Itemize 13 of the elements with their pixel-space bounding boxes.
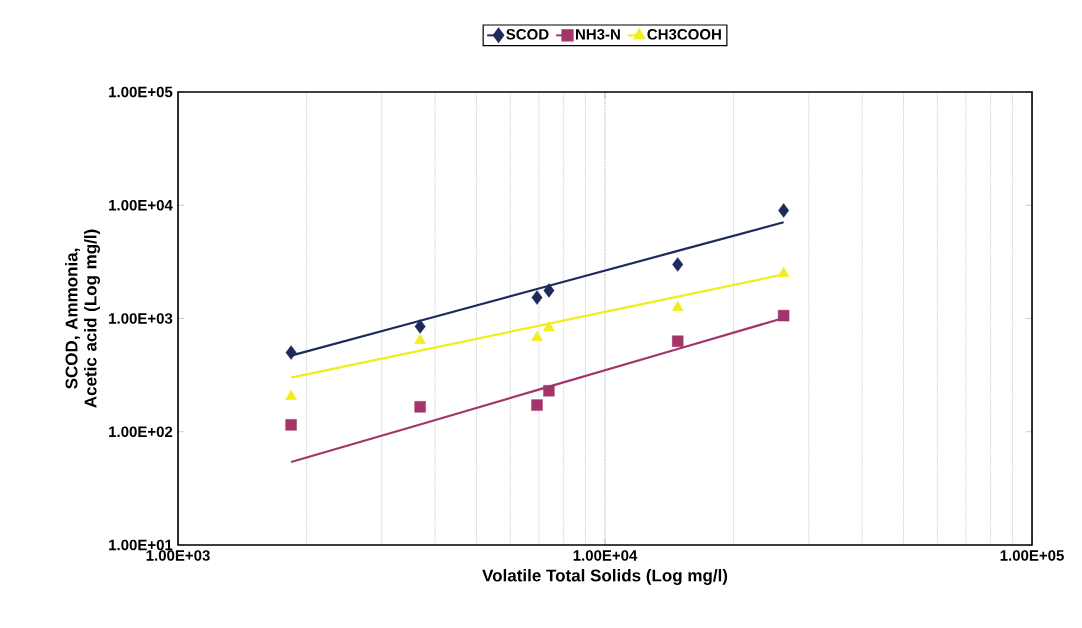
y-axis-title: SCOD, Ammonia, Acetic acid (Log mg/l) xyxy=(65,229,100,408)
x-tick-label: 1.00E+03 xyxy=(146,550,210,561)
x-tick-label: 1.00E+05 xyxy=(1000,550,1064,561)
x-axis-title: Volatile Total Solids (Log mg/l) xyxy=(482,569,728,585)
y-tick-label: 1.00E+04 xyxy=(109,199,173,211)
legend-label: CH3COOH xyxy=(647,29,721,40)
y-tick-label: 1.00E+01 xyxy=(109,539,173,551)
legend-label: SCOD xyxy=(506,29,549,40)
x-tick-label: 1.00E+04 xyxy=(573,550,638,561)
y-tick-label: 1.00E+03 xyxy=(109,313,173,324)
y-tick-label: 1.00E+05 xyxy=(109,86,173,98)
y-tick-label: 1.00E+02 xyxy=(109,426,173,438)
legend-label: NH3-N xyxy=(576,29,620,40)
